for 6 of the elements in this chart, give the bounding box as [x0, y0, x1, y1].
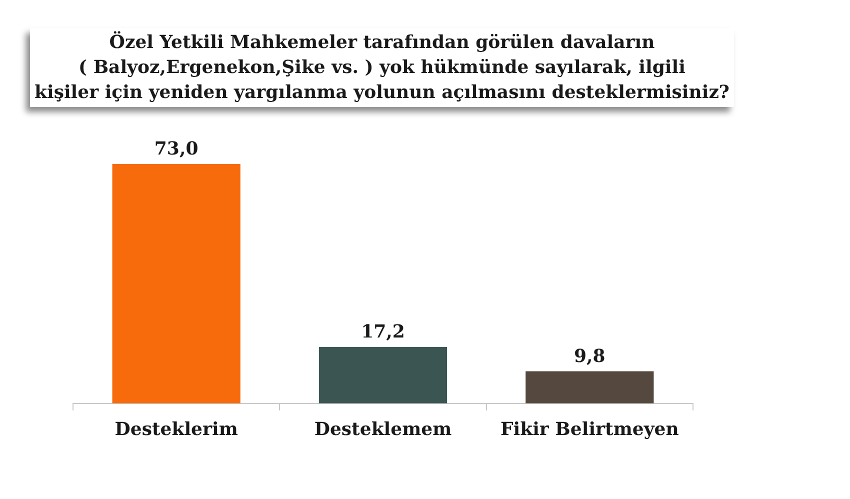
data-label: 17,2 [361, 322, 405, 343]
data-label: 73,0 [154, 138, 198, 160]
x-tick-label: Desteklerim [114, 418, 238, 440]
data-label: 9,8 [574, 346, 606, 367]
x-tick-label: Desteklemem [314, 418, 452, 440]
x-tick-label: Fikir Belirtmeyen [500, 418, 679, 440]
